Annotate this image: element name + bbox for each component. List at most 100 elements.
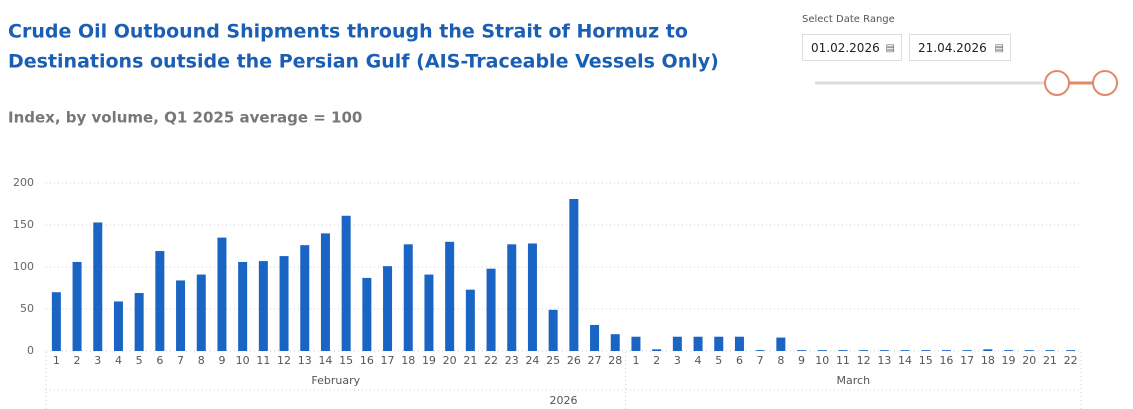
bar [320, 233, 330, 351]
x-tick-label: 16 [360, 354, 374, 367]
x-tick-label: 14 [898, 354, 912, 367]
x-tick-label: 6 [736, 354, 743, 367]
bar [134, 293, 144, 351]
x-tick-label: 7 [757, 354, 764, 367]
x-tick-label: 14 [318, 354, 332, 367]
x-tick-label: 13 [877, 354, 891, 367]
end-date[interactable]: 21.04.2026 ▤ [909, 34, 1011, 61]
x-tick-label: 18 [401, 354, 415, 367]
bar [879, 350, 889, 351]
bar [51, 292, 61, 351]
bar [817, 350, 827, 351]
x-tick-label: 4 [115, 354, 122, 367]
bar [548, 309, 558, 351]
bar [590, 324, 600, 351]
bar [279, 256, 289, 351]
month-label: March [837, 374, 871, 387]
slider-handle[interactable] [1044, 70, 1070, 96]
bar [113, 301, 123, 351]
bar [652, 349, 662, 351]
start-date[interactable]: 01.02.2026 ▤ [802, 34, 902, 61]
bar [1004, 350, 1014, 351]
bar [465, 289, 475, 351]
x-tick-label: 10 [236, 354, 250, 367]
bar [93, 222, 103, 351]
x-tick-label: 17 [960, 354, 974, 367]
bar [921, 350, 931, 351]
bar [238, 261, 248, 351]
bar [341, 215, 351, 351]
calendar-icon[interactable]: ▤ [885, 43, 895, 54]
start-date-text: 01.02.2026 [811, 41, 880, 55]
x-tick-label: 20 [443, 354, 457, 367]
bar [797, 350, 807, 351]
x-tick-label: 18 [981, 354, 995, 367]
bar [714, 336, 724, 351]
x-tick-label: 26 [567, 354, 581, 367]
x-tick-label: 10 [815, 354, 829, 367]
x-tick-label: 23 [505, 354, 519, 367]
end-date-text: 21.04.2026 [918, 41, 987, 55]
bar [776, 337, 786, 351]
x-tick-label: 1 [632, 354, 639, 367]
bar [72, 261, 82, 351]
bar [486, 268, 496, 351]
bar [1024, 350, 1034, 351]
bar [610, 334, 620, 351]
chart-subtitle: Index, by volume, Q1 2025 average = 100 [8, 109, 362, 127]
month-label: February [311, 374, 360, 387]
x-tick-label: 4 [695, 354, 702, 367]
date-range-label: Select Date Range [802, 14, 895, 25]
bar [300, 245, 310, 351]
x-tick-label: 13 [298, 354, 312, 367]
x-tick-label: 11 [836, 354, 850, 367]
x-tick-label: 2 [653, 354, 660, 367]
x-tick-label: 22 [484, 354, 498, 367]
bar [155, 251, 165, 351]
y-tick-label: 50 [20, 302, 34, 315]
x-tick-label: 11 [256, 354, 270, 367]
bar [962, 350, 972, 351]
x-tick-label: 15 [919, 354, 933, 367]
bar [527, 243, 537, 351]
x-tick-label: 25 [546, 354, 560, 367]
x-tick-label: 6 [156, 354, 163, 367]
bar [362, 277, 372, 351]
bar [424, 274, 434, 351]
bar [217, 237, 227, 351]
x-tick-label: 19 [422, 354, 436, 367]
bar [403, 244, 413, 351]
bar [1066, 350, 1076, 351]
y-tick-label: 200 [13, 176, 34, 189]
bar [983, 349, 993, 351]
x-tick-label: 5 [715, 354, 722, 367]
x-tick-label: 16 [939, 354, 953, 367]
calendar-icon[interactable]: ▤ [994, 43, 1004, 54]
x-tick-label: 20 [1022, 354, 1036, 367]
bar [445, 241, 455, 351]
bar [1045, 350, 1055, 351]
bar [941, 350, 951, 351]
x-tick-label: 3 [674, 354, 681, 367]
x-tick-label: 21 [463, 354, 477, 367]
x-tick-label: 21 [1043, 354, 1057, 367]
x-tick-label: 5 [136, 354, 143, 367]
slider-handle[interactable] [1092, 70, 1118, 96]
x-tick-label: 1 [53, 354, 60, 367]
x-tick-label: 12 [277, 354, 291, 367]
bar [755, 350, 765, 351]
bar [838, 350, 848, 351]
x-tick-label: 15 [339, 354, 353, 367]
year-label: 2026 [550, 394, 578, 407]
x-tick-label: 17 [381, 354, 395, 367]
chart-title: Destinations outside the Persian Gulf (A… [8, 51, 719, 73]
chart-title: Crude Oil Outbound Shipments through the… [8, 21, 688, 43]
bar [507, 244, 517, 351]
y-tick-label: 150 [13, 218, 34, 231]
bar [672, 336, 682, 351]
bar [900, 350, 910, 351]
x-tick-label: 2 [74, 354, 81, 367]
x-tick-label: 9 [798, 354, 805, 367]
